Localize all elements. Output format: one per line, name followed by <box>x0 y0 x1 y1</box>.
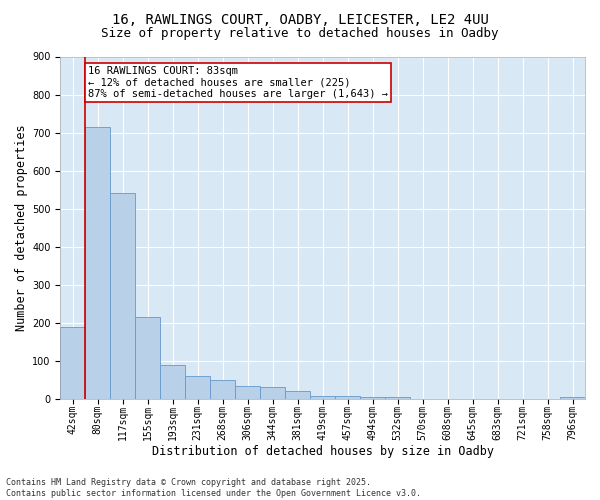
Text: Contains HM Land Registry data © Crown copyright and database right 2025.
Contai: Contains HM Land Registry data © Crown c… <box>6 478 421 498</box>
Bar <box>85 127 110 399</box>
Bar <box>235 386 260 399</box>
Text: 16, RAWLINGS COURT, OADBY, LEICESTER, LE2 4UU: 16, RAWLINGS COURT, OADBY, LEICESTER, LE… <box>112 12 488 26</box>
Text: Size of property relative to detached houses in Oadby: Size of property relative to detached ho… <box>101 28 499 40</box>
Y-axis label: Number of detached properties: Number of detached properties <box>15 124 28 331</box>
Bar <box>310 396 335 399</box>
Bar <box>360 397 385 399</box>
Text: 16 RAWLINGS COURT: 83sqm
← 12% of detached houses are smaller (225)
87% of semi-: 16 RAWLINGS COURT: 83sqm ← 12% of detach… <box>88 66 388 99</box>
Bar <box>185 376 210 399</box>
Bar <box>285 391 310 399</box>
Bar <box>385 397 410 399</box>
Bar <box>136 317 160 399</box>
Bar <box>110 194 136 399</box>
Bar <box>260 388 285 399</box>
Bar <box>560 397 585 399</box>
Bar <box>335 396 360 399</box>
Bar <box>61 326 85 399</box>
Bar <box>160 364 185 399</box>
Bar <box>210 380 235 399</box>
X-axis label: Distribution of detached houses by size in Oadby: Distribution of detached houses by size … <box>152 444 494 458</box>
